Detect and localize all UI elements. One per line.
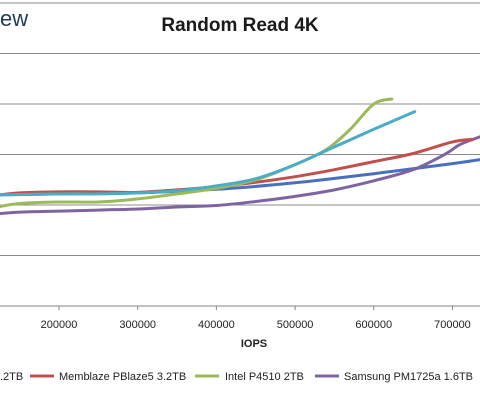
x-tick-label: 300000 [119,319,156,331]
x-tick-labels: 200000 300000 400000 500000 600000 700000 [41,306,471,331]
x-axis-label: IOPS [241,338,267,350]
series-lines [0,97,480,216]
legend: .2TB Memblaze PBlaze5 3.2TB Intel P4510 2T… [0,371,473,383]
brand-logo-text: ew [0,6,28,31]
series-line-3 [0,135,480,216]
series-line-2 [0,97,394,208]
series-line-4 [0,110,417,197]
legend-label-1: Memblaze PBlaze5 3.2TB [59,371,186,383]
x-tick-label: 200000 [41,319,78,331]
x-tick-label: 500000 [277,319,314,331]
legend-label-2: Intel P4510 2TB [225,371,304,383]
x-tick-label: 400000 [198,319,235,331]
legend-label-0: .2TB [0,371,23,383]
gridlines [0,2,480,256]
chart-title: Random Read 4K [161,15,319,36]
x-tick-label: 600000 [355,319,392,331]
legend-label-3: Samsung PM1725a 1.6TB [344,371,473,383]
x-tick-label: 700000 [434,319,471,331]
